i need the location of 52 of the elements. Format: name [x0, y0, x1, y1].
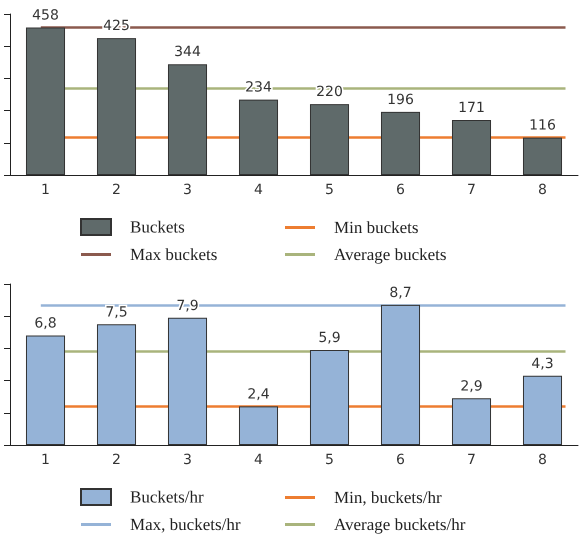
bar: [96, 324, 136, 445]
data-label: 458: [32, 8, 59, 24]
x-tick-label: 3: [183, 182, 192, 198]
legend-label: Buckets: [130, 218, 185, 236]
legend-label: Min buckets: [334, 218, 419, 237]
legend-label: Buckets/hr: [130, 488, 204, 506]
x-tick-label: 7: [467, 452, 476, 468]
x-tick-label: 8: [538, 182, 547, 198]
bar: [522, 376, 562, 445]
x-tick-label: 1: [41, 182, 50, 198]
bar: [452, 120, 492, 175]
x-tick-label: 4: [254, 182, 264, 198]
data-label: 7,9: [176, 298, 199, 314]
data-label: 344: [174, 44, 201, 60]
x-tick-label: 7: [467, 182, 476, 198]
x-tick-label: 6: [396, 452, 406, 468]
bar: [238, 406, 278, 445]
bar: [310, 350, 350, 445]
legend-label: Max, buckets/hr: [130, 515, 241, 534]
x-tick-label: 6: [396, 182, 406, 198]
x-tick-label: 3: [183, 452, 192, 468]
data-label: 171: [458, 100, 485, 116]
data-label: 2,9: [460, 378, 483, 394]
bar: [96, 38, 136, 175]
bar: [310, 104, 350, 175]
legend-label: Max buckets: [130, 245, 218, 264]
data-label: 8,7: [389, 284, 412, 301]
legend-label: Average buckets/hr: [334, 515, 466, 534]
x-tick-label: 2: [112, 452, 121, 468]
x-tick-label: 1: [41, 452, 50, 468]
bar: [26, 336, 66, 445]
x-tick-label: 5: [325, 182, 334, 198]
data-label: 116: [529, 118, 556, 134]
data-label: 7,5: [105, 304, 128, 320]
data-label: 4,3: [531, 356, 554, 372]
legend-label: Min, buckets/hr: [334, 488, 442, 507]
bar: [168, 318, 208, 445]
x-tick-label: 8: [538, 452, 547, 468]
bar: [238, 100, 278, 175]
bar: [168, 64, 208, 175]
x-tick-label: 5: [325, 452, 334, 468]
data-label: 6,8: [34, 316, 57, 332]
bar: [452, 398, 492, 445]
bar: [380, 112, 420, 175]
bar: [26, 28, 66, 175]
data-label: 196: [387, 92, 414, 108]
bar: [522, 138, 562, 175]
x-tick-label: 2: [112, 182, 121, 198]
data-label: 2,4: [247, 386, 270, 402]
x-tick-label: 4: [254, 452, 264, 468]
legend-label: Average buckets: [334, 245, 446, 264]
data-label: 5,9: [318, 330, 341, 346]
